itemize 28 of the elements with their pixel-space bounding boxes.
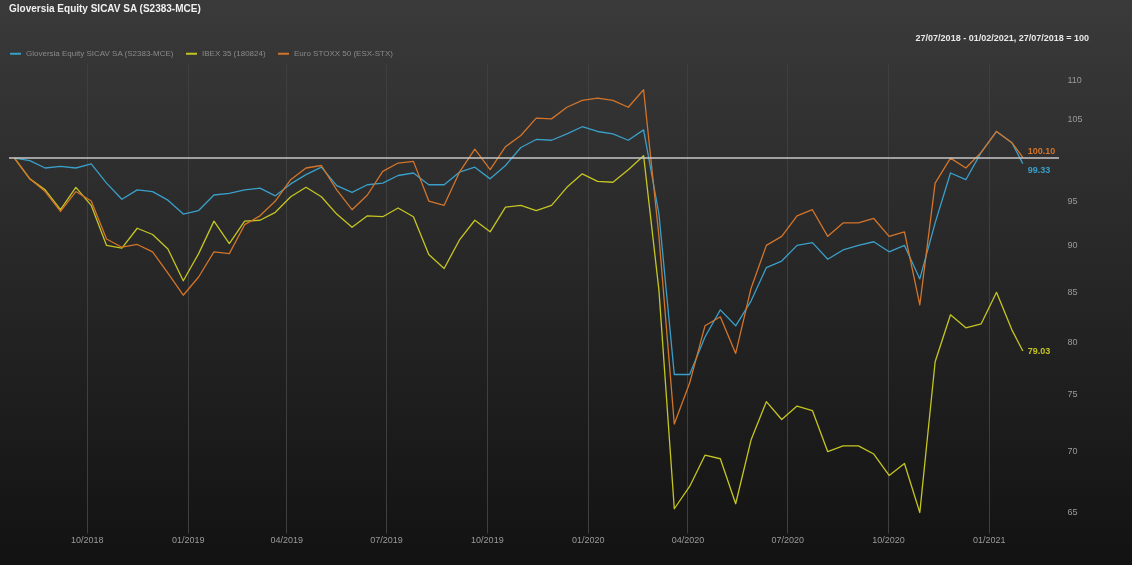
- x-tick-label: 10/2020: [872, 534, 905, 545]
- y-tick-label: 70: [1067, 446, 1078, 457]
- annotation: 79.03: [1027, 346, 1051, 357]
- x-tick-label: 04/2019: [270, 534, 304, 545]
- annotation: 99.33: [1027, 164, 1051, 175]
- y-tick-label: 80: [1067, 336, 1078, 347]
- x-tick-label: 01/2019: [171, 534, 205, 545]
- x-tick-label: 10/2018: [71, 534, 104, 545]
- y-tick-label: 65: [1067, 506, 1078, 517]
- legend-label: Euro STOXX 50 (ESX-STX): [294, 48, 394, 58]
- y-tick-label: 95: [1067, 195, 1078, 206]
- legend-label: IBEX 35 (180824): [202, 48, 266, 58]
- legend-label: Gloversia Equity SICAV SA (S2383-MCE): [26, 48, 174, 58]
- x-tick-label: 07/2019: [370, 534, 403, 545]
- y-tick-label: 105: [1067, 113, 1083, 124]
- annotation: 100.10: [1027, 146, 1056, 157]
- chart-subtitle: 27/07/2018 - 01/02/2021, 27/07/2018 = 100: [915, 33, 1089, 43]
- x-tick-label: 01/2020: [571, 534, 605, 545]
- x-tick-label: 10/2019: [471, 534, 504, 545]
- y-tick-label: 110: [1067, 75, 1082, 86]
- y-tick-label: 85: [1067, 286, 1078, 297]
- x-tick-label: 07/2020: [771, 534, 804, 545]
- line-series: [13, 89, 1024, 425]
- y-tick-label: 90: [1067, 239, 1078, 250]
- x-tick-label: 04/2020: [671, 534, 705, 545]
- y-tick-label: 75: [1067, 389, 1078, 400]
- x-tick-label: 01/2021: [973, 534, 1006, 545]
- chart-title: Gloversia Equity SICAV SA (S2383-MCE): [9, 3, 201, 14]
